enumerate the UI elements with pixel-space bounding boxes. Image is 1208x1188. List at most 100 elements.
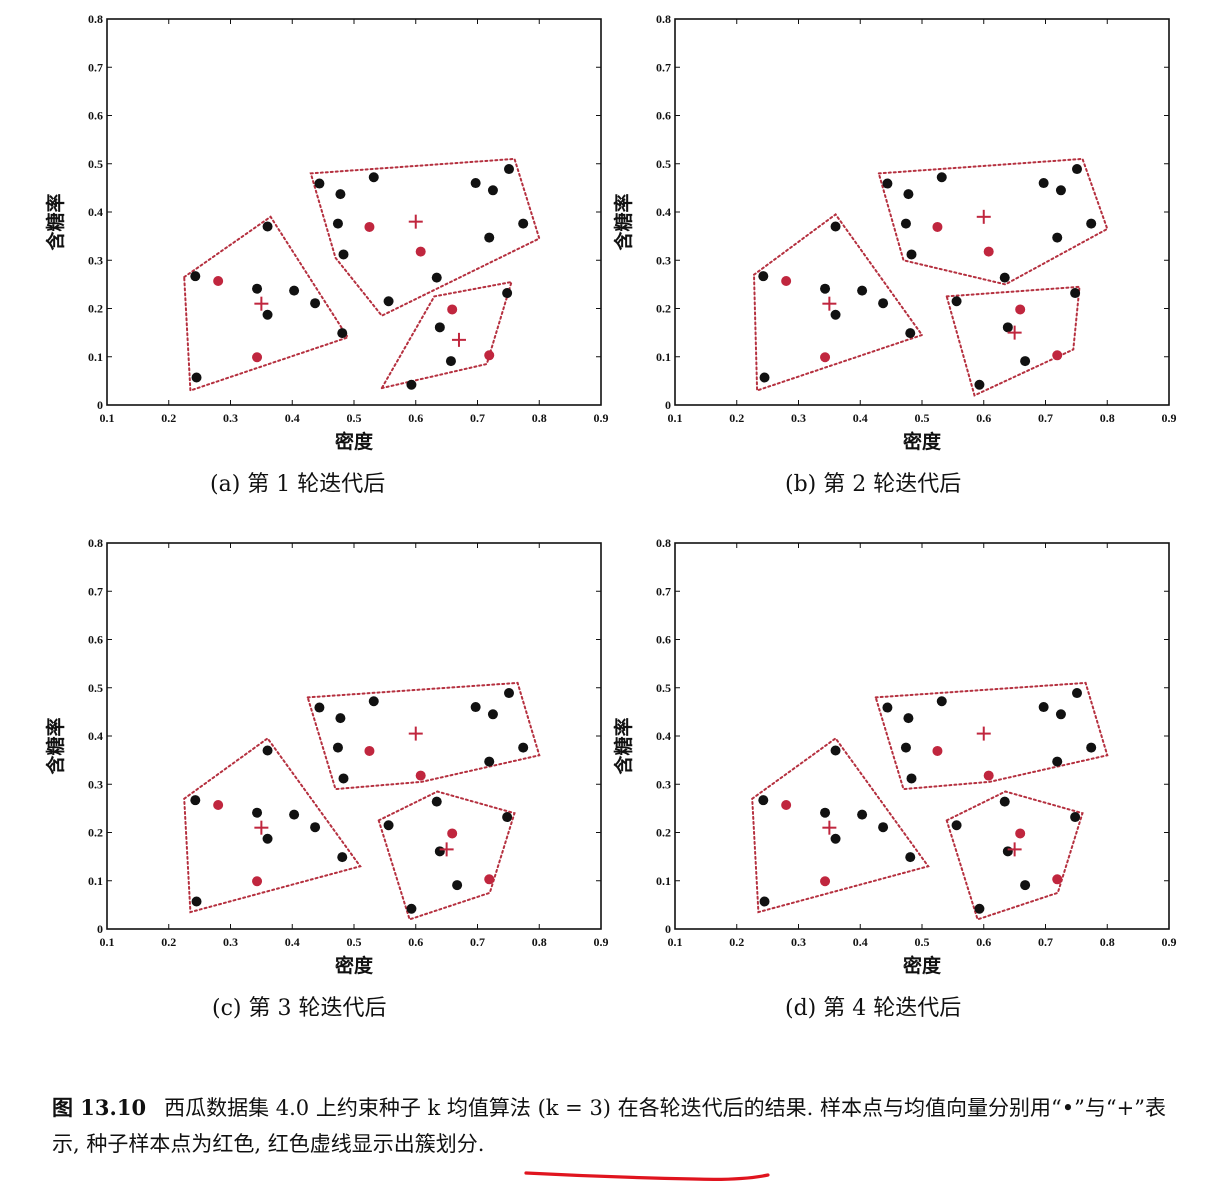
- sample-point: [445, 356, 456, 367]
- sample-point: [406, 379, 417, 390]
- x-axis-label: 密度: [335, 430, 374, 453]
- sample-point: [1020, 356, 1031, 367]
- seed-point: [484, 350, 495, 361]
- y-tick-label: 0.4: [88, 729, 103, 743]
- sample-point: [289, 809, 300, 820]
- sample-point: [383, 296, 394, 307]
- plot-frame: [106, 542, 602, 930]
- sample-point: [262, 309, 273, 320]
- sample-point: [502, 812, 513, 823]
- subcaption-d: (d) 第 4 轮迭代后: [785, 996, 962, 1021]
- sample-point: [974, 903, 985, 914]
- sample-point: [830, 745, 841, 756]
- y-tick-label: 0.6: [656, 633, 671, 647]
- sample-point: [470, 702, 481, 713]
- seed-point: [447, 304, 458, 315]
- x-tick-label: 0.9: [594, 935, 609, 949]
- x-tick-label: 0.6: [976, 411, 991, 425]
- y-tick-label: 0.7: [88, 584, 103, 598]
- subcaption-b: (b) 第 2 轮迭代后: [785, 472, 962, 497]
- sample-point: [900, 218, 911, 229]
- sample-point: [759, 372, 770, 383]
- y-tick-label: 0.3: [656, 777, 671, 791]
- x-tick-label: 0.3: [791, 411, 806, 425]
- cluster-boundary-2: [309, 157, 541, 317]
- caption-text-part2: , 红色虚线显示出簇划分.: [254, 1132, 485, 1156]
- x-tick-label: 0.6: [976, 935, 991, 949]
- y-tick-label: 0.1: [88, 874, 103, 888]
- mean-vector-marker: [254, 296, 269, 311]
- handwritten-underline: [524, 1171, 770, 1181]
- x-tick-label: 0.3: [791, 935, 806, 949]
- sample-point: [1052, 756, 1063, 767]
- sample-point: [502, 288, 513, 299]
- y-tick-label: 0.7: [656, 60, 671, 74]
- plot-frame: [674, 18, 1170, 406]
- panel-b: 0.1 0.2 0.3 0.4 0.5 0.6 0.7 0.8 0.9 0 0.1 0.2 0.3 0.4…: [568, 0, 1177, 460]
- sample-point: [314, 702, 325, 713]
- sample-point: [191, 372, 202, 383]
- y-tick-label: 0.7: [656, 584, 671, 598]
- sample-point: [857, 285, 868, 296]
- plot-frame: [106, 18, 602, 406]
- sample-point: [406, 903, 417, 914]
- scatter-plot-a: 0.1 0.2 0.3 0.4 0.5 0.6 0.7 0.8 0.900.10.20.30.4…: [44, 12, 609, 453]
- panel-d: 0.1 0.2 0.3 0.4 0.5 0.6 0.7 0.8 0.9 0 0.1 0.2 0.3 0.4…: [568, 524, 1177, 984]
- sample-point: [951, 296, 962, 307]
- seed-point: [252, 352, 263, 363]
- cluster-boundary-1: [183, 215, 350, 392]
- x-tick-label: 0.5: [915, 411, 930, 425]
- sample-point: [434, 322, 445, 333]
- y-tick-label: 0.8: [656, 12, 671, 26]
- y-tick-label: 0.3: [656, 253, 671, 267]
- y-tick-label: 0.2: [88, 302, 103, 316]
- sample-point: [338, 773, 349, 784]
- x-tick-label: 0.9: [1162, 935, 1177, 949]
- seed-point: [1052, 350, 1063, 361]
- sample-point: [368, 172, 379, 183]
- caption-text-part1: 西瓜数据集 4.0 上约束种子 k 均值算法 (k = 3) 在各轮迭代后的结果…: [52, 1096, 1166, 1156]
- seed-point: [781, 275, 792, 286]
- sample-point: [518, 218, 529, 229]
- x-tick-label: 0.6: [408, 935, 423, 949]
- cluster-boundary-2: [874, 681, 1109, 791]
- x-axis-label: 密度: [335, 954, 374, 977]
- cluster-boundary-1: [183, 737, 362, 914]
- x-tick-label: 0.7: [470, 411, 485, 425]
- x-tick-label: 0.1: [100, 411, 115, 425]
- sample-point: [830, 221, 841, 232]
- y-tick-label: 0: [665, 398, 671, 412]
- sample-point: [906, 249, 917, 260]
- x-tick-label: 0.2: [161, 935, 176, 949]
- sample-point: [452, 880, 463, 891]
- seed-point: [820, 876, 831, 887]
- x-tick-label: 0.6: [408, 411, 423, 425]
- sample-point: [882, 178, 893, 189]
- sample-point: [1002, 846, 1013, 857]
- x-tick-label: 0.9: [594, 411, 609, 425]
- mean-vector-marker: [976, 726, 991, 741]
- seed-point: [364, 221, 375, 232]
- x-tick-label: 0.5: [347, 411, 362, 425]
- y-axis-label: 含糖率: [612, 193, 635, 250]
- scatter-plot-c: 0.1 0.2 0.3 0.4 0.5 0.6 0.7 0.8 0.900.10.20.30.4…: [44, 536, 609, 977]
- panel-a: 0.1 0.2 0.3 0.4 0.5 0.6 0.7 0.8 0.9 0 0.1 0.2 0.3 0.4…: [0, 0, 609, 460]
- y-tick-label: 0: [97, 922, 103, 936]
- seed-point: [932, 221, 943, 232]
- x-tick-label: 0.8: [532, 411, 547, 425]
- seed-point: [932, 745, 943, 756]
- sample-point: [1070, 812, 1081, 823]
- y-tick-label: 0.3: [88, 777, 103, 791]
- sample-point: [487, 185, 498, 196]
- x-tick-label: 0.8: [532, 935, 547, 949]
- y-axis-label: 含糖率: [44, 193, 67, 250]
- caption-text-underlined: 种子样本点为红色: [86, 1132, 255, 1156]
- seed-point: [983, 770, 994, 781]
- seed-point: [213, 275, 224, 286]
- x-tick-label: 0.1: [100, 935, 115, 949]
- cluster-boundary-3: [379, 280, 513, 390]
- sample-point: [1086, 218, 1097, 229]
- y-tick-label: 0.5: [88, 681, 103, 695]
- x-tick-label: 0.9: [1162, 411, 1177, 425]
- scatter-plot-d: 0.1 0.2 0.3 0.4 0.5 0.6 0.7 0.8 0.900.10.20.30.4…: [612, 536, 1177, 977]
